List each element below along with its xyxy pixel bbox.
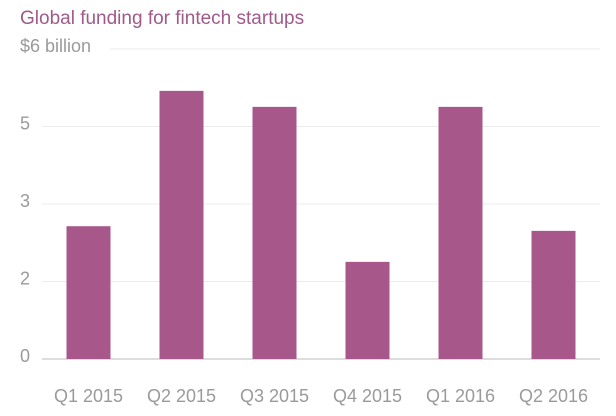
x-tick-label: Q3 2015 [240, 386, 309, 406]
x-tick-label: Q2 2016 [519, 386, 588, 406]
y-tick-label: 5 [20, 113, 30, 133]
bar [159, 90, 204, 359]
x-tick-label: Q1 2016 [426, 386, 495, 406]
bar [345, 261, 390, 359]
y-tick-label: 3 [20, 191, 30, 211]
chart-title: Global funding for fintech startups [20, 8, 304, 29]
y-tick-label: 0 [20, 346, 30, 366]
x-tick-label: Q1 2015 [54, 386, 123, 406]
x-tick-label: Q2 2015 [147, 386, 216, 406]
x-tick-label: Q4 2015 [333, 386, 402, 406]
bar [66, 226, 111, 359]
bar [531, 230, 576, 359]
y-tick-label: 2 [20, 268, 30, 288]
bar [252, 106, 297, 359]
bar [438, 106, 483, 359]
y-tick-label: $6 billion [20, 36, 91, 56]
